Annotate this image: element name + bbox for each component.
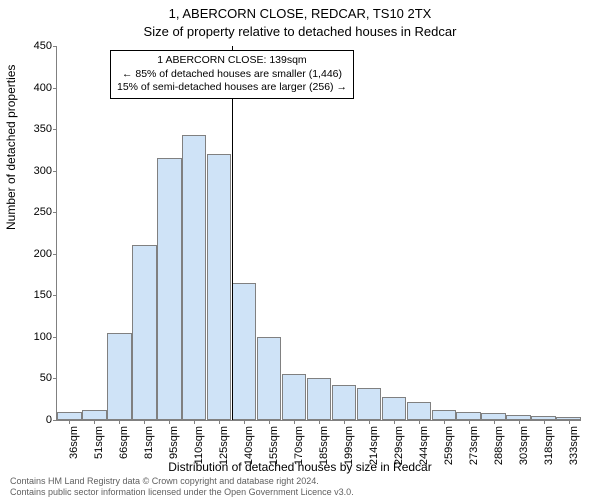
x-tick-mark [419,420,420,424]
y-tick-mark [53,420,57,421]
x-tick-mark [244,420,245,424]
histogram-bar [432,410,456,420]
x-tick-mark [219,420,220,424]
histogram-bar [332,385,356,420]
x-tick-label: 95sqm [168,426,180,466]
x-tick-mark [519,420,520,424]
x-tick-label: 81sqm [143,426,155,466]
x-tick-mark [394,420,395,424]
y-tick-mark [53,254,57,255]
x-tick-mark [369,420,370,424]
y-tick-label: 400 [34,82,52,94]
histogram-bar [282,374,306,420]
histogram-bar [407,402,431,420]
y-tick-label: 200 [34,248,52,260]
x-tick-label: 288sqm [493,426,505,466]
annotation-line-3: 15% of semi-detached houses are larger (… [117,81,347,95]
x-tick-mark [119,420,120,424]
histogram-bar [456,412,480,420]
annotation-box: 1 ABERCORN CLOSE: 139sqm← 85% of detache… [110,50,354,99]
x-tick-mark [344,420,345,424]
y-tick-mark [53,171,57,172]
x-tick-label: 51sqm [93,426,105,466]
x-tick-label: 259sqm [443,426,455,466]
annotation-line-1: 1 ABERCORN CLOSE: 139sqm [117,54,347,68]
x-tick-label: 185sqm [318,426,330,466]
x-tick-label: 199sqm [343,426,355,466]
footer-line-2: Contains public sector information licen… [10,487,354,498]
x-tick-label: 170sqm [293,426,305,466]
footer-line-1: Contains HM Land Registry data © Crown c… [10,476,354,487]
x-tick-mark [69,420,70,424]
histogram-bar [207,154,231,420]
x-tick-label: 303sqm [518,426,530,466]
plot-area [56,46,581,421]
highlight-line [232,46,233,420]
y-tick-label: 250 [34,206,52,218]
y-tick-mark [53,129,57,130]
x-tick-label: 155sqm [268,426,280,466]
x-tick-label: 66sqm [118,426,130,466]
y-tick-mark [53,46,57,47]
y-tick-label: 450 [34,40,52,52]
y-tick-label: 300 [34,165,52,177]
histogram-bar [382,397,406,420]
y-tick-mark [53,88,57,89]
x-tick-label: 244sqm [418,426,430,466]
x-tick-mark [194,420,195,424]
x-tick-label: 110sqm [193,426,205,466]
x-tick-mark [294,420,295,424]
histogram-bar [357,388,381,420]
histogram-bar [257,337,281,420]
histogram-bar [157,158,181,420]
y-tick-label: 100 [34,331,52,343]
histogram-bar [307,378,331,420]
x-tick-mark [469,420,470,424]
x-tick-mark [319,420,320,424]
x-tick-mark [94,420,95,424]
y-tick-mark [53,212,57,213]
histogram-bar [232,283,256,420]
chart-title-main: 1, ABERCORN CLOSE, REDCAR, TS10 2TX [0,6,600,21]
x-tick-label: 140sqm [243,426,255,466]
x-tick-label: 318sqm [543,426,555,466]
y-tick-mark [53,337,57,338]
x-tick-label: 333sqm [568,426,580,466]
chart-title-sub: Size of property relative to detached ho… [0,24,600,39]
x-tick-label: 214sqm [368,426,380,466]
histogram-bar [132,245,156,420]
histogram-bar [182,135,206,420]
y-tick-label: 0 [46,414,52,426]
histogram-bar [57,412,81,420]
histogram-bar [82,410,106,420]
annotation-line-2: ← 85% of detached houses are smaller (1,… [117,68,347,82]
y-axis-label: Number of detached properties [4,65,18,230]
chart-container: 1, ABERCORN CLOSE, REDCAR, TS10 2TX Size… [0,0,600,500]
x-tick-label: 273sqm [468,426,480,466]
x-tick-mark [544,420,545,424]
y-tick-mark [53,295,57,296]
x-tick-mark [569,420,570,424]
x-tick-mark [444,420,445,424]
x-tick-label: 229sqm [393,426,405,466]
x-tick-mark [169,420,170,424]
y-tick-label: 350 [34,123,52,135]
x-tick-label: 125sqm [218,426,230,466]
x-tick-mark [494,420,495,424]
y-tick-label: 150 [34,289,52,301]
histogram-bar [107,333,131,420]
histogram-bar [481,413,505,420]
footer-attribution: Contains HM Land Registry data © Crown c… [10,476,354,498]
y-tick-label: 50 [40,372,52,384]
x-tick-label: 36sqm [68,426,80,466]
x-tick-mark [269,420,270,424]
x-tick-mark [144,420,145,424]
y-tick-mark [53,378,57,379]
